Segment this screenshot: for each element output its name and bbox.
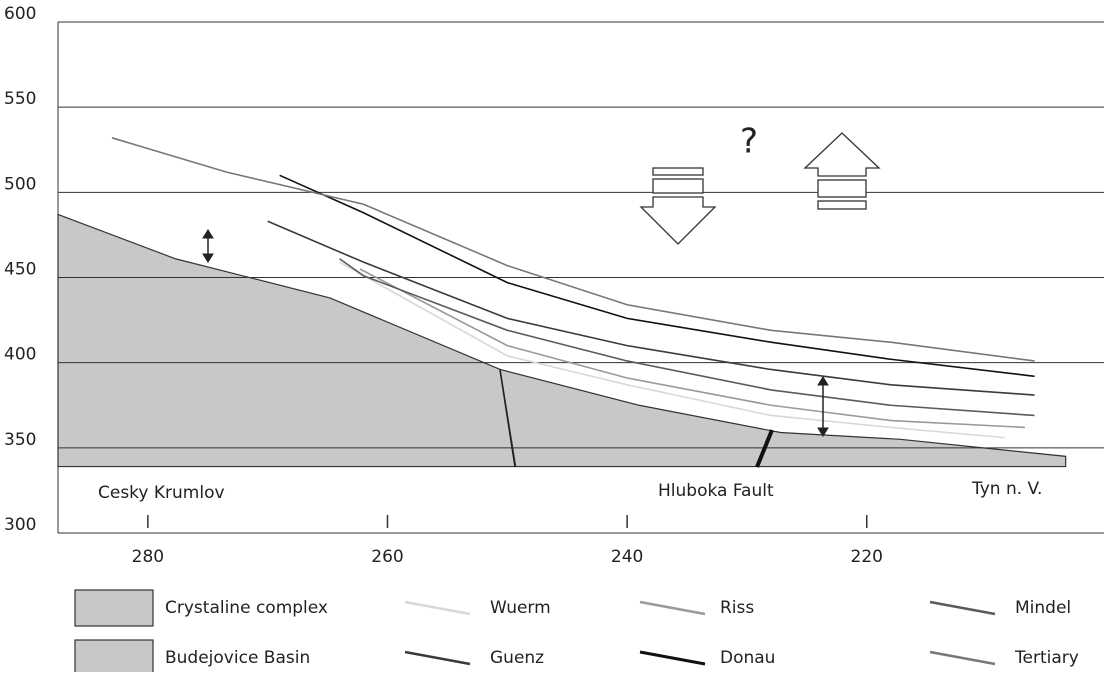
area	[500, 369, 1066, 466]
x-tick-label: 220	[851, 547, 883, 567]
legend-label: Donau	[720, 648, 775, 668]
y-tick-label: 400	[4, 345, 36, 365]
legend-label: Budejovice Basin	[165, 648, 310, 668]
legend-label: Guenz	[490, 648, 544, 668]
legend-swatch	[75, 590, 153, 626]
legend-swatch	[405, 652, 470, 664]
legend-swatch	[75, 640, 153, 672]
y-tick-label: 300	[4, 515, 36, 535]
block	[653, 168, 703, 175]
x-tick-label: 260	[371, 547, 403, 567]
legend-label: Wuerm	[490, 598, 551, 618]
y-tick-label: 350	[4, 430, 36, 450]
block	[653, 179, 703, 193]
annotation: Hluboka Fault	[658, 481, 774, 501]
y-tick-label: 500	[4, 174, 36, 194]
down-arrow	[641, 197, 715, 244]
x-tick-label: 240	[611, 547, 643, 567]
block-arrows	[641, 133, 879, 244]
area	[58, 214, 516, 466]
annotation: ?	[740, 122, 758, 162]
page: {"chart_data": {"type": "line", "xlim": …	[0, 0, 1104, 676]
legend-swatch	[405, 602, 470, 614]
legend-label: Riss	[720, 598, 754, 618]
x-tick-label: 280	[132, 547, 164, 567]
up-arrow	[805, 133, 879, 176]
legend: Crystaline complex Budejovice Basin Wuerm R…	[75, 590, 1079, 672]
block	[818, 201, 866, 209]
y-tick-label: 550	[4, 89, 36, 109]
legend-label: Tertiary	[1014, 648, 1079, 668]
legend-swatch	[930, 652, 995, 664]
annotation: Cesky Krumlov	[98, 483, 225, 503]
y-tick-label: 450	[4, 260, 36, 280]
legend-swatch	[640, 602, 705, 614]
legend-swatch	[930, 602, 995, 614]
legend-label: Mindel	[1015, 598, 1071, 618]
annotation: Tyn n. V.	[971, 479, 1042, 499]
y-tick-label: 600	[4, 4, 36, 24]
legend-label: Crystaline complex	[165, 598, 328, 618]
block	[818, 180, 866, 197]
legend-swatch	[640, 652, 705, 664]
chart: 300 350 400 450 500 550 600 280 260 240 220 Crysta…	[0, 0, 1104, 672]
